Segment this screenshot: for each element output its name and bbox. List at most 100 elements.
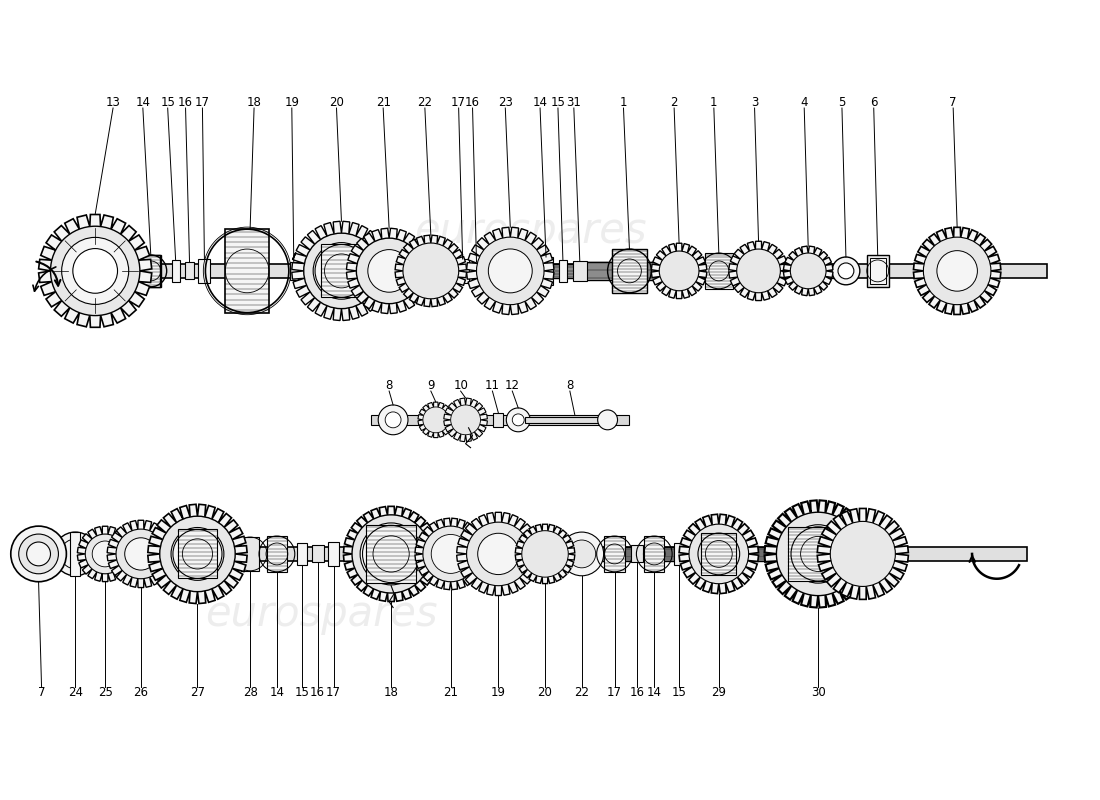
Circle shape: [488, 249, 532, 293]
Bar: [142, 255, 160, 286]
Text: 16: 16: [630, 686, 645, 699]
Text: 22: 22: [574, 686, 590, 699]
Polygon shape: [817, 509, 909, 599]
Text: 13: 13: [106, 95, 121, 109]
Circle shape: [124, 538, 157, 570]
Bar: [70, 532, 80, 576]
Circle shape: [789, 525, 847, 583]
Circle shape: [777, 512, 860, 596]
Text: 2: 2: [670, 95, 678, 109]
Polygon shape: [77, 526, 133, 582]
Text: 25: 25: [98, 686, 112, 699]
Polygon shape: [764, 500, 871, 607]
Bar: [382, 416, 600, 424]
Bar: [172, 260, 179, 282]
Circle shape: [451, 405, 481, 434]
Circle shape: [937, 250, 978, 291]
Circle shape: [476, 237, 544, 305]
Bar: [241, 537, 258, 571]
Circle shape: [790, 253, 826, 289]
Text: 3: 3: [751, 95, 758, 109]
Bar: [311, 546, 323, 562]
Circle shape: [568, 540, 596, 568]
Circle shape: [304, 233, 380, 309]
Text: 8: 8: [566, 378, 573, 392]
Polygon shape: [292, 222, 392, 321]
Text: 15: 15: [672, 686, 686, 699]
Circle shape: [560, 532, 604, 576]
Polygon shape: [147, 504, 248, 603]
Bar: [612, 249, 647, 293]
Bar: [198, 259, 210, 283]
Bar: [185, 262, 195, 279]
Polygon shape: [395, 235, 466, 306]
Polygon shape: [466, 227, 554, 314]
Text: 17: 17: [195, 95, 210, 109]
Text: 24: 24: [68, 686, 82, 699]
Circle shape: [597, 410, 617, 430]
Text: eurospares: eurospares: [414, 210, 647, 252]
Polygon shape: [729, 242, 789, 301]
Circle shape: [830, 522, 895, 586]
Circle shape: [466, 522, 530, 586]
Bar: [372, 415, 629, 425]
Circle shape: [116, 529, 166, 578]
Polygon shape: [415, 518, 486, 590]
Bar: [539, 257, 553, 285]
Circle shape: [506, 408, 530, 432]
Polygon shape: [418, 402, 453, 438]
Circle shape: [26, 542, 51, 566]
Circle shape: [422, 407, 449, 433]
Bar: [297, 543, 307, 565]
Text: 14: 14: [647, 686, 662, 699]
Text: 7: 7: [949, 95, 957, 109]
Bar: [645, 536, 664, 572]
Circle shape: [314, 242, 370, 299]
Text: 4: 4: [801, 95, 808, 109]
Bar: [604, 536, 626, 572]
Circle shape: [378, 405, 408, 434]
Text: 8: 8: [385, 378, 393, 392]
Circle shape: [659, 251, 698, 290]
Polygon shape: [343, 506, 439, 602]
Text: 17: 17: [326, 686, 341, 699]
Circle shape: [737, 249, 780, 293]
Text: 21: 21: [376, 95, 390, 109]
Text: 14: 14: [270, 686, 285, 699]
Bar: [224, 229, 270, 313]
Text: 19: 19: [491, 686, 506, 699]
Circle shape: [422, 526, 478, 582]
Polygon shape: [107, 520, 175, 587]
Text: 16: 16: [178, 95, 192, 109]
Text: 17: 17: [451, 95, 466, 109]
Circle shape: [838, 263, 854, 279]
Polygon shape: [651, 243, 707, 298]
Text: 28: 28: [243, 686, 257, 699]
Circle shape: [521, 530, 569, 577]
Text: 17: 17: [607, 686, 621, 699]
Bar: [870, 258, 886, 284]
Circle shape: [19, 534, 58, 574]
Bar: [141, 255, 161, 286]
Text: 15: 15: [161, 95, 175, 109]
Polygon shape: [456, 512, 540, 595]
Circle shape: [73, 249, 118, 294]
Polygon shape: [913, 227, 1001, 314]
Circle shape: [92, 541, 118, 567]
Bar: [456, 259, 469, 283]
Text: 16: 16: [465, 95, 480, 109]
Bar: [550, 264, 848, 278]
Bar: [328, 542, 340, 566]
Bar: [153, 264, 1046, 278]
Text: 6: 6: [870, 95, 878, 109]
Circle shape: [513, 414, 525, 426]
Text: 15: 15: [550, 95, 565, 109]
Circle shape: [832, 257, 860, 285]
Text: 21: 21: [443, 686, 459, 699]
Bar: [366, 526, 416, 582]
Text: 27: 27: [190, 686, 205, 699]
Bar: [472, 262, 482, 279]
Text: 1: 1: [619, 95, 627, 109]
Bar: [177, 530, 218, 578]
Circle shape: [172, 527, 224, 580]
